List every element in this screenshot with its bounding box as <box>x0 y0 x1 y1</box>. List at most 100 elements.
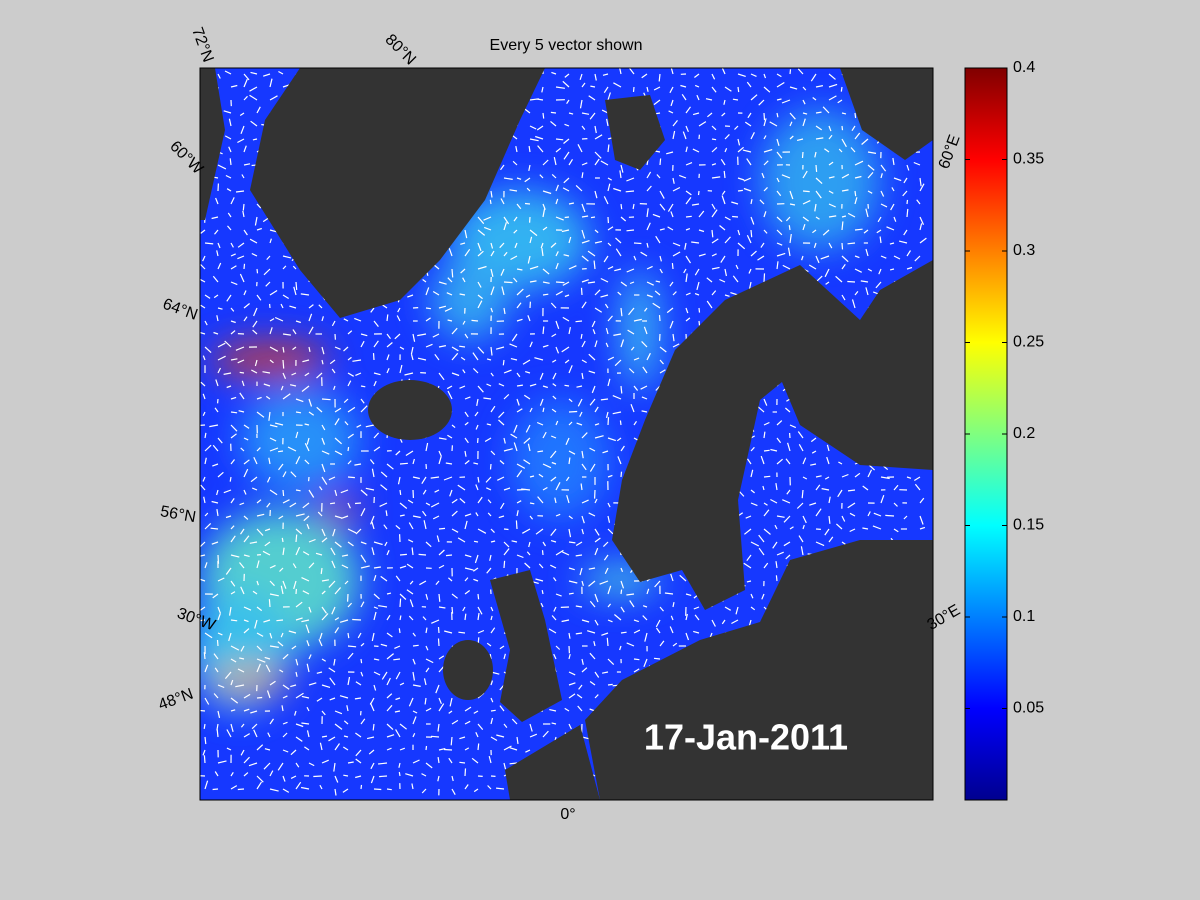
vector <box>282 775 286 782</box>
vector <box>607 515 611 523</box>
vector <box>750 489 755 494</box>
vector <box>542 326 545 335</box>
vector <box>334 515 343 519</box>
vector <box>605 411 609 419</box>
vector <box>919 237 927 244</box>
vector <box>564 359 570 364</box>
vector <box>200 541 206 548</box>
vector <box>555 482 561 491</box>
vector <box>602 450 609 454</box>
vector <box>399 598 402 608</box>
vector <box>743 187 752 192</box>
vector <box>763 135 767 140</box>
vector <box>477 743 480 751</box>
vector <box>490 242 494 249</box>
vector <box>854 228 863 231</box>
vector <box>386 550 390 556</box>
vector <box>501 286 505 296</box>
vector <box>646 86 649 92</box>
vector <box>204 457 207 465</box>
colorbar-tick-label: 0.05 <box>1013 700 1044 717</box>
vector <box>292 329 297 335</box>
vector <box>230 242 234 248</box>
vector <box>225 515 232 519</box>
vector <box>561 346 570 353</box>
vector <box>386 333 391 340</box>
vector <box>750 198 753 205</box>
vector <box>417 357 427 361</box>
vector <box>847 489 856 492</box>
vector <box>318 638 323 647</box>
vector <box>646 171 652 179</box>
vector <box>404 372 414 376</box>
vector <box>893 528 899 533</box>
vector <box>680 84 687 88</box>
vector <box>847 242 856 245</box>
vector <box>613 333 622 336</box>
vector <box>203 496 206 504</box>
vector <box>451 352 459 361</box>
vector <box>744 528 752 535</box>
vector <box>893 216 897 222</box>
vector <box>214 667 219 673</box>
vector <box>644 307 648 312</box>
vector <box>282 499 290 504</box>
vector <box>483 397 492 400</box>
vector <box>438 305 447 309</box>
vector <box>308 313 313 322</box>
vector <box>386 653 394 660</box>
vector <box>281 537 284 543</box>
vector <box>659 359 664 365</box>
vector <box>735 606 739 615</box>
vector <box>512 160 518 166</box>
vector <box>616 437 622 442</box>
vector <box>849 528 856 533</box>
vector <box>721 112 726 117</box>
vector <box>862 527 869 530</box>
vector <box>670 99 674 107</box>
vector <box>487 512 492 517</box>
vector <box>516 398 520 406</box>
vector <box>721 195 726 205</box>
vector <box>919 223 923 231</box>
vector <box>841 189 849 192</box>
vector <box>302 502 310 509</box>
vector <box>788 225 791 231</box>
vector <box>581 463 587 471</box>
vector <box>371 632 375 642</box>
vector <box>295 489 301 492</box>
vector <box>230 525 235 530</box>
vector <box>380 575 388 582</box>
vector <box>425 541 432 548</box>
vector <box>329 359 336 365</box>
map-title: Every 5 vector shown <box>490 37 643 54</box>
vector <box>266 690 271 699</box>
vector <box>854 197 858 205</box>
vector <box>509 747 518 751</box>
vector <box>644 632 648 642</box>
vector <box>334 437 342 445</box>
vector <box>213 693 219 699</box>
vector <box>841 294 846 301</box>
vector <box>301 577 310 582</box>
vector <box>656 627 661 634</box>
vector <box>256 268 259 274</box>
vector <box>746 580 752 583</box>
vector <box>828 190 834 194</box>
vector <box>810 437 817 443</box>
vector <box>451 775 454 782</box>
vector <box>743 562 752 569</box>
vector <box>256 580 259 586</box>
vector <box>230 554 240 558</box>
vector <box>535 578 544 582</box>
vector <box>581 372 584 380</box>
vector <box>589 112 596 120</box>
vector <box>280 303 284 309</box>
vector <box>626 177 635 182</box>
vector <box>386 723 394 731</box>
vector <box>252 590 258 595</box>
vector <box>425 307 432 310</box>
vector <box>685 613 688 621</box>
vector <box>438 281 447 285</box>
vector <box>509 343 518 348</box>
